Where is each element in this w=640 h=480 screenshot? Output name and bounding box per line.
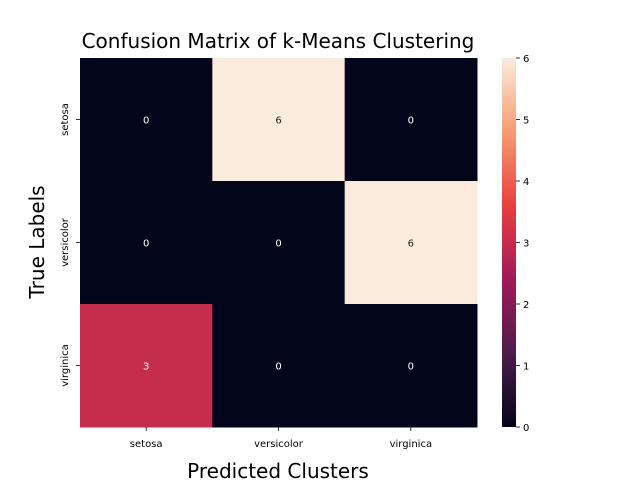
cell-value-label: 0 bbox=[408, 116, 414, 127]
x-tick-label: virginica bbox=[390, 439, 433, 450]
colorbar-ticks: 0 1 2 3 4 5 6 bbox=[516, 54, 529, 434]
heatmap-cell bbox=[212, 304, 346, 428]
colorbar-tick-label: 4 bbox=[523, 177, 529, 188]
x-axis-label: Predicted Clusters bbox=[187, 459, 369, 480]
heatmap-cell bbox=[80, 304, 213, 428]
y-tick-label: virginica bbox=[60, 344, 71, 387]
heatmap-cells: 0 6 0 0 0 6 3 0 0 bbox=[80, 58, 478, 428]
colorbar-tick-label: 2 bbox=[523, 300, 529, 311]
colorbar-tick-label: 1 bbox=[523, 362, 529, 373]
y-tick-label: setosa bbox=[60, 103, 71, 136]
cell-value-label: 0 bbox=[143, 239, 149, 250]
colorbar-tick-label: 0 bbox=[523, 423, 529, 434]
heatmap-cell bbox=[212, 181, 346, 305]
heatmap-cell bbox=[212, 58, 346, 182]
cell-value-label: 0 bbox=[275, 239, 281, 250]
heatmap-cell bbox=[344, 181, 478, 305]
y-tick-labels: setosa versicolor virginica bbox=[60, 103, 80, 387]
cell-value-label: 0 bbox=[408, 362, 414, 373]
colorbar-tick-label: 6 bbox=[523, 54, 529, 65]
chart-title: Confusion Matrix of k-Means Clustering bbox=[82, 29, 475, 53]
x-tick-label: versicolor bbox=[254, 439, 304, 450]
heatmap-cell bbox=[80, 58, 213, 182]
cell-value-label: 6 bbox=[408, 239, 414, 250]
y-axis-label: True Labels bbox=[25, 185, 49, 299]
heatmap-cell bbox=[344, 304, 478, 428]
y-tick-label: versicolor bbox=[60, 217, 71, 267]
x-tick-labels: setosa versicolor virginica bbox=[130, 427, 432, 450]
colorbar-tick-label: 5 bbox=[523, 116, 529, 127]
cell-value-label: 0 bbox=[143, 116, 149, 127]
cell-value-label: 0 bbox=[275, 362, 281, 373]
x-tick-label: setosa bbox=[130, 439, 163, 450]
heatmap-cell bbox=[344, 58, 478, 182]
colorbar bbox=[502, 58, 516, 427]
cell-value-label: 6 bbox=[275, 116, 281, 127]
colorbar-tick-label: 3 bbox=[523, 239, 529, 250]
heatmap-cell bbox=[80, 181, 213, 305]
cell-value-label: 3 bbox=[143, 362, 149, 373]
